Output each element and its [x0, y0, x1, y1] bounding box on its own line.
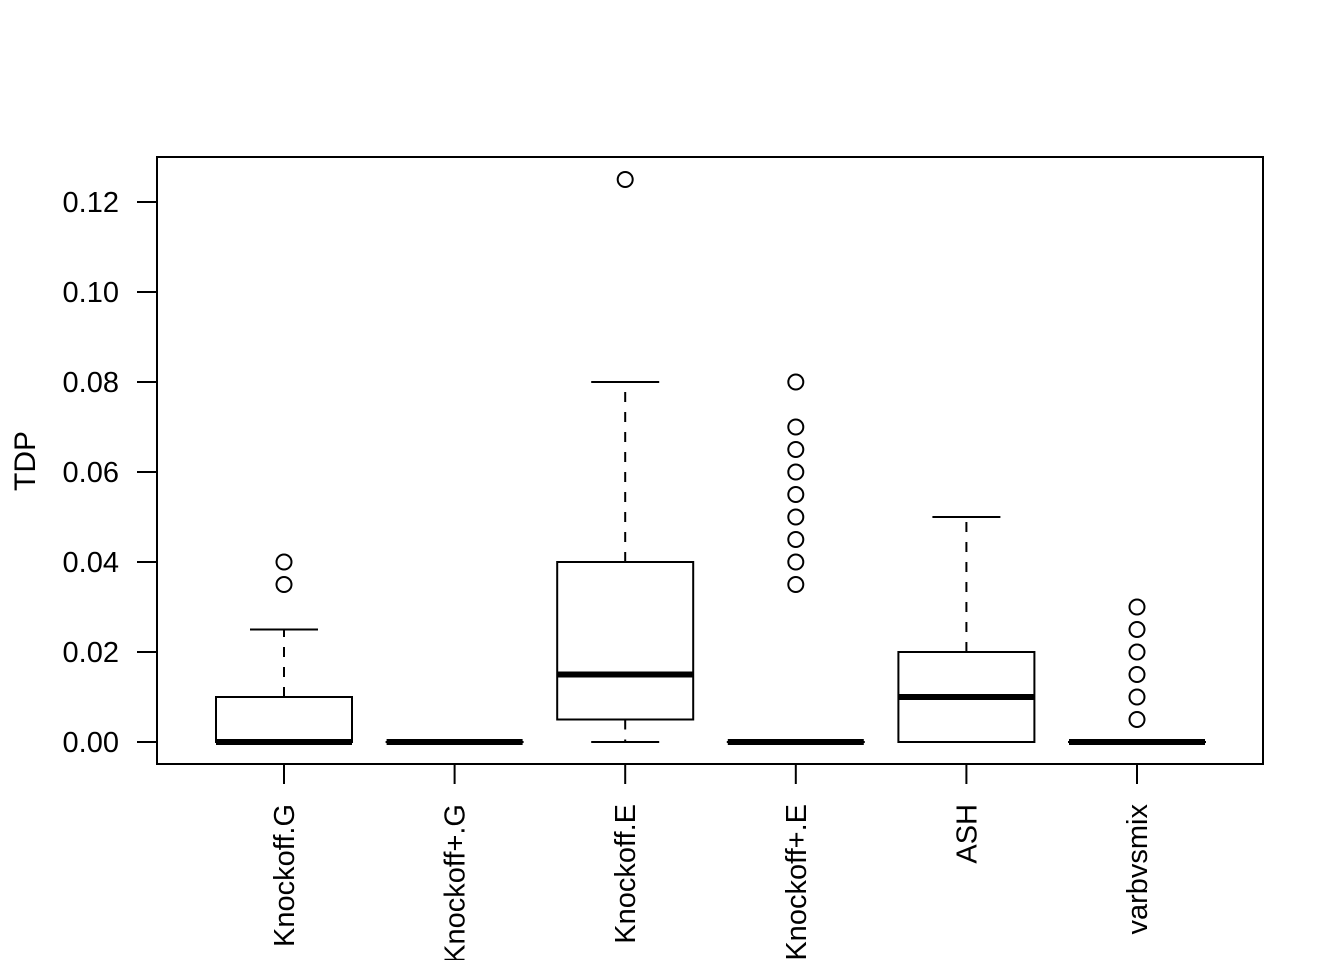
- outlier-point: [1128, 688, 1146, 706]
- box-group: [556, 171, 695, 743]
- outlier-point: [1128, 643, 1146, 661]
- y-tick-label: 0.02: [63, 637, 119, 669]
- outlier-point: [787, 531, 805, 548]
- outlier-point: [787, 418, 805, 436]
- outlier-point: [1128, 666, 1146, 683]
- box-group: [215, 553, 353, 745]
- outlier-point: [787, 553, 805, 571]
- x-tick-label: Knockoff+.E: [781, 804, 813, 960]
- box-group: [897, 516, 1036, 743]
- outlier-point: [275, 553, 293, 571]
- y-axis: 0.00 0.02 0.04 0.06 0.08 0.10 0.12: [63, 187, 157, 759]
- outlier-point: [787, 441, 805, 458]
- y-tick-label: 0.12: [63, 187, 119, 219]
- outlier-point: [275, 576, 293, 593]
- box-group: [726, 373, 865, 745]
- outlier-point: [787, 486, 805, 503]
- box: [215, 696, 353, 743]
- plot-frame: [156, 156, 1264, 765]
- y-axis-label: TDP: [9, 431, 42, 491]
- outlier-point: [787, 373, 805, 391]
- outlier-point: [787, 576, 805, 593]
- y-tick-label: 0.06: [63, 457, 119, 489]
- boxes: [215, 171, 1206, 745]
- outlier-point: [1128, 711, 1146, 728]
- y-tick-label: 0.04: [63, 547, 119, 579]
- box: [556, 561, 695, 721]
- box-group: [1068, 598, 1206, 745]
- x-tick-label: Knockoff.E: [610, 804, 642, 944]
- outlier-point: [1128, 621, 1146, 638]
- x-tick-label: Knockoff.G: [269, 804, 301, 947]
- y-tick-label: 0.08: [63, 367, 119, 399]
- outlier-point: [787, 463, 805, 481]
- y-tick-label: 0.00: [63, 727, 119, 759]
- outlier-point: [616, 171, 634, 188]
- outlier-point: [1128, 598, 1146, 616]
- x-tick-label: varbvsmix: [1122, 804, 1154, 935]
- x-axis: Knockoff.G Knockoff+.G Knockoff.E Knockoff+…: [269, 764, 1154, 960]
- x-tick-label: Knockoff+.G: [440, 804, 472, 960]
- y-tick-label: 0.10: [63, 277, 119, 309]
- outlier-point: [787, 508, 805, 526]
- x-tick-label: ASH: [951, 804, 983, 864]
